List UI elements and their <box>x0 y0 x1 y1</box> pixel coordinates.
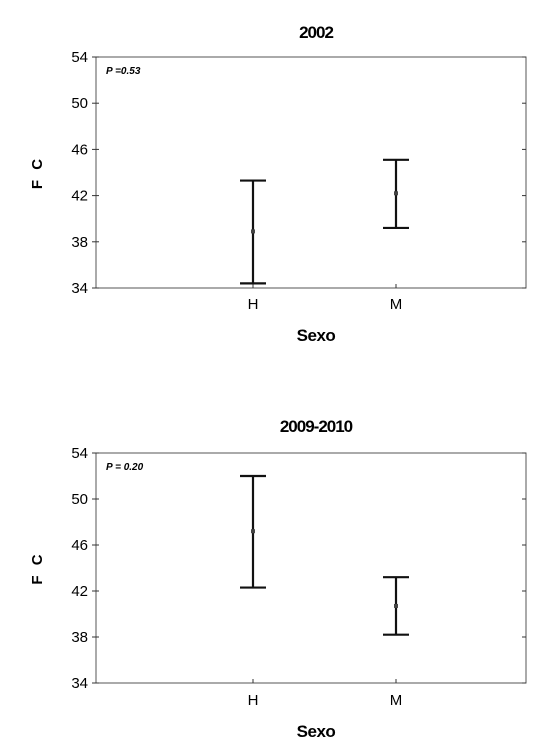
p-value-annotation: P =0.53 <box>106 66 141 77</box>
y-tick-label: 34 <box>71 675 88 692</box>
mean-marker-m <box>394 603 398 608</box>
y-tick-label: 34 <box>71 280 88 297</box>
chart-title: 2009-2010 <box>280 417 353 436</box>
plot-frame <box>95 56 527 289</box>
x-category-label: H <box>248 296 259 313</box>
y-tick-label: 46 <box>71 537 88 554</box>
chart-title: 2002 <box>299 23 333 42</box>
p-value-annotation: P = 0.20 <box>106 462 144 473</box>
y-axis-label: F C <box>29 551 46 584</box>
y-axis-label: F C <box>29 156 46 189</box>
chart-panel-2002: 2002 34 38 42 46 50 54 F C Sexo P =0.53 H M <box>29 23 527 345</box>
y-tick-label: 50 <box>71 95 88 112</box>
y-tick-label: 46 <box>71 141 88 158</box>
y-tick-label: 54 <box>71 445 88 462</box>
y-tick-label: 38 <box>71 629 88 646</box>
x-category-label: H <box>248 692 259 709</box>
mean-marker-m <box>394 191 398 196</box>
mean-marker-h <box>251 229 255 234</box>
y-tick-label: 38 <box>71 234 88 251</box>
plot-frame <box>95 452 527 684</box>
y-tick-label: 50 <box>71 491 88 508</box>
x-category-label: M <box>390 692 403 709</box>
chart-panel-2009-2010: 2009-2010 34 38 42 46 50 54 F C Sexo P = 0.20 H M <box>29 417 527 740</box>
x-axis-label: Sexo <box>297 326 336 345</box>
x-category-label: M <box>390 296 403 313</box>
mean-marker-h <box>251 529 255 534</box>
y-tick-label: 54 <box>71 49 88 66</box>
x-axis-label: Sexo <box>297 722 336 740</box>
y-tick-label: 42 <box>71 188 88 205</box>
y-tick-label: 42 <box>71 583 88 600</box>
